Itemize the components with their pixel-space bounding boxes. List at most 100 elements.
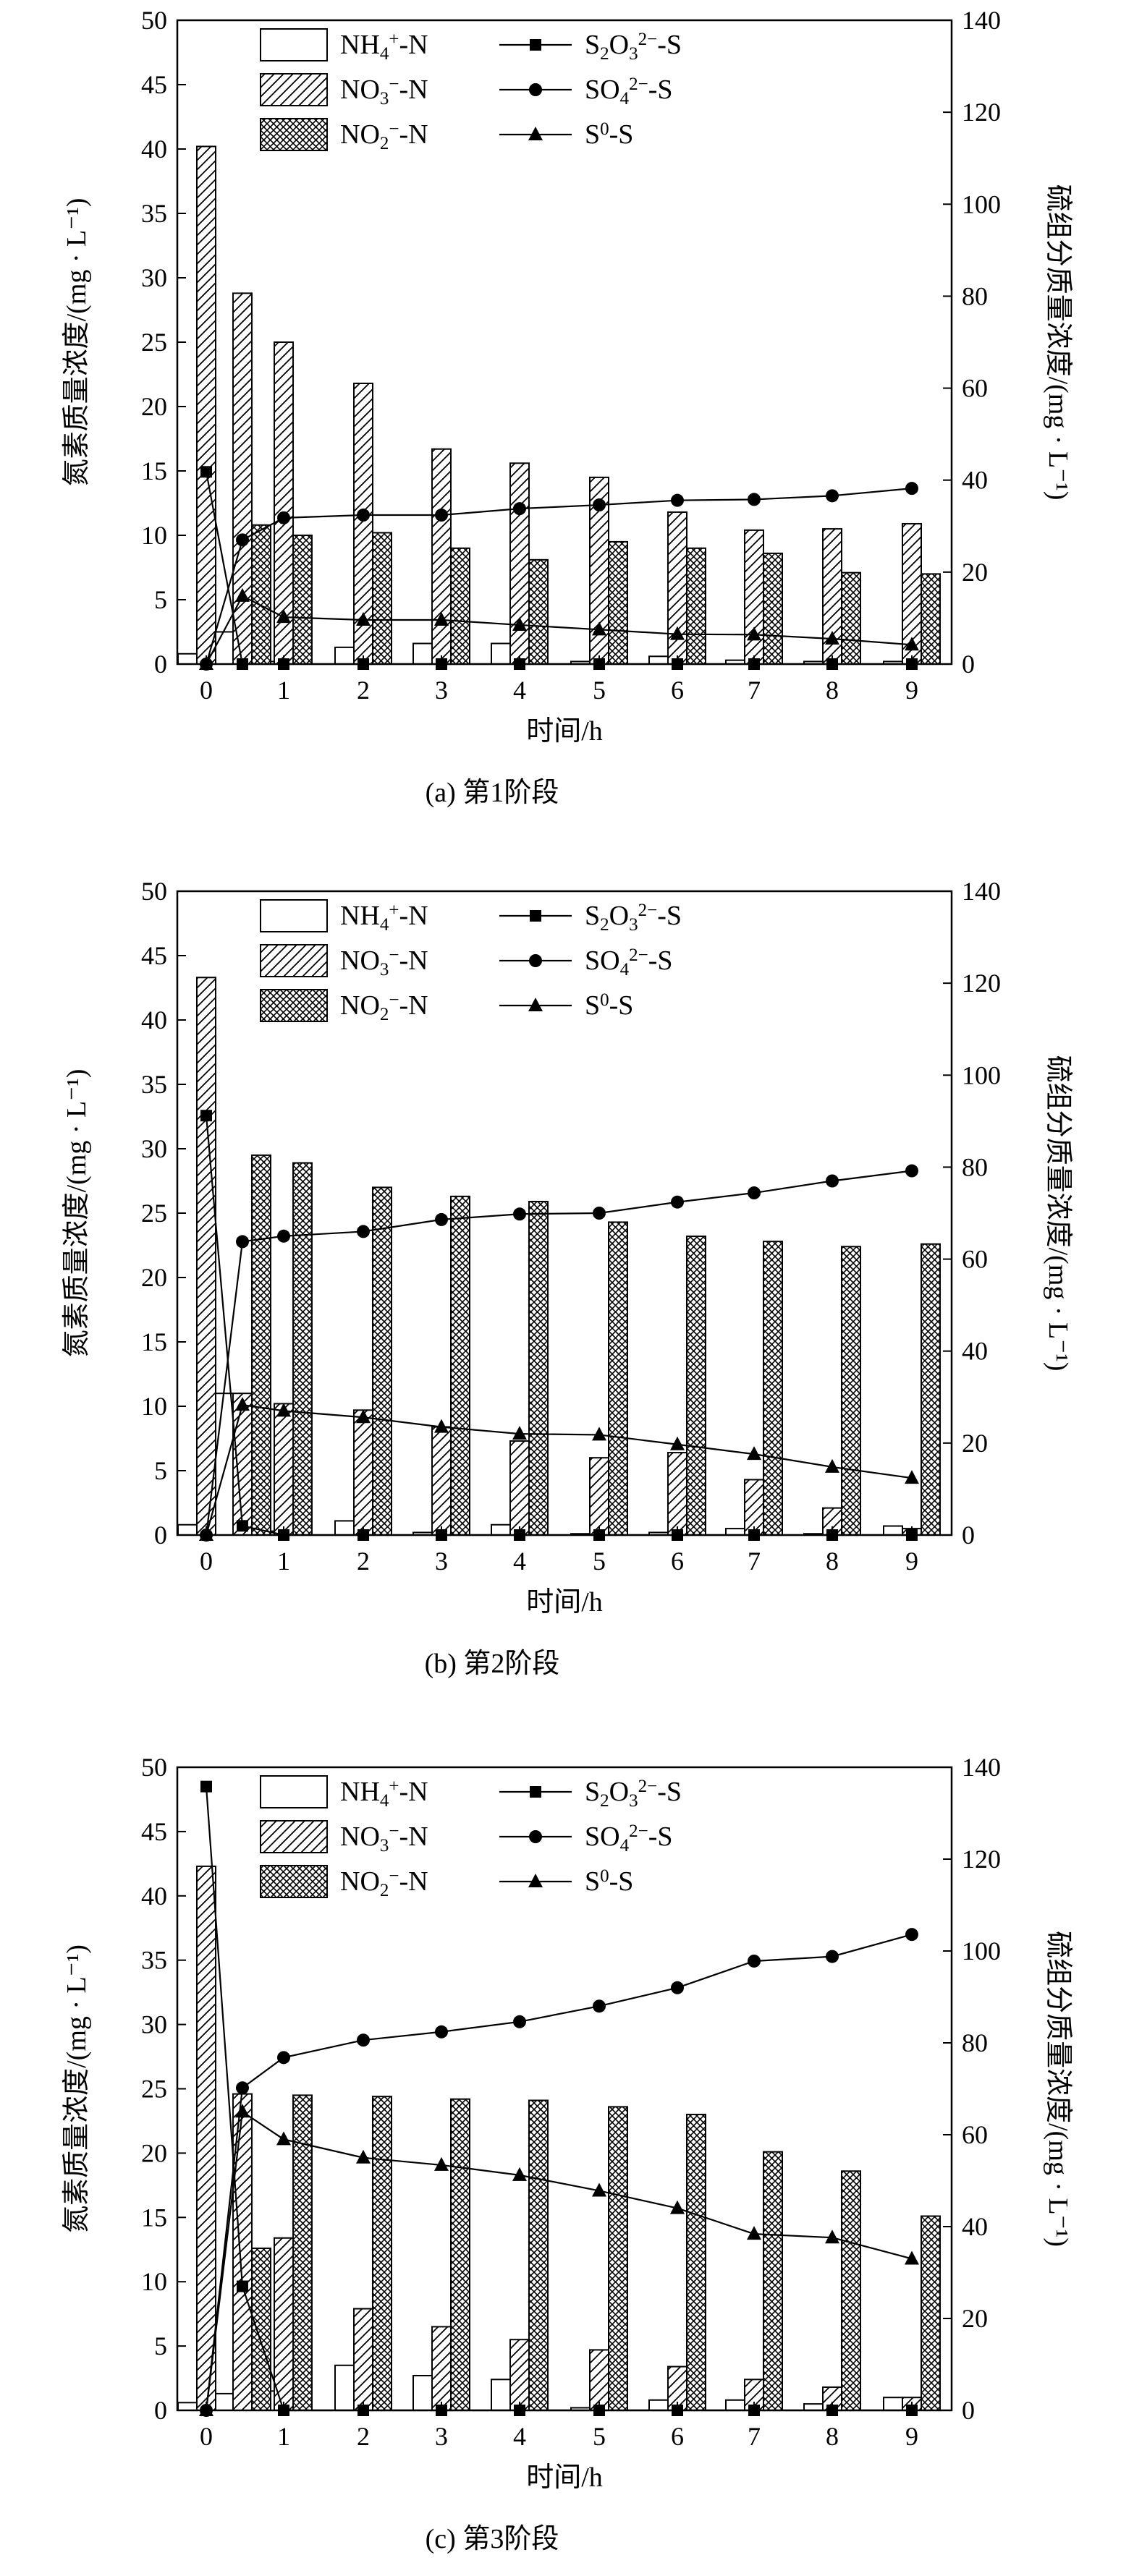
bar-empty [648,655,669,666]
y-tick-label: 35 [141,1946,167,1975]
bar-hatch [509,462,530,665]
y2-tick-label: 20 [962,1429,988,1458]
y-tick-label: 30 [141,1134,167,1163]
bar-cross [686,547,706,665]
y2-tick-label: 140 [962,877,1001,906]
bar-empty [491,2379,511,2411]
x-tick-label: 3 [435,1547,448,1576]
y2-tick-label: 80 [962,1152,988,1181]
y2-tick-label: 120 [962,1845,1001,1874]
point-circle [357,509,370,522]
y-tick-label: 15 [141,2203,167,2232]
x-tick-label: 0 [200,1547,213,1576]
y2-tick-label: 0 [962,2396,975,2425]
y-tick-label: 45 [141,1817,167,1846]
point-square [593,658,605,670]
point-triangle [434,611,449,626]
legend-label: NO2−-N [340,990,428,1024]
point-triangle [276,609,291,624]
point-square [200,1780,212,1793]
legend-label: S0-S [585,1866,633,1897]
bar-hatch [196,145,216,665]
point-circle [236,2081,249,2095]
point-square [514,2405,525,2416]
y-tick-label: 25 [141,2075,167,2104]
y-tick-label: 0 [154,2396,167,2425]
legend-marker-square [530,39,541,51]
y2-tick-label: 80 [962,2028,988,2057]
bar-hatch [744,529,764,665]
y-tick-label: 10 [141,521,167,550]
point-triangle [825,631,839,645]
bar-cross [608,2106,628,2412]
y2-tick-label: 120 [962,969,1001,998]
line-series [199,466,919,671]
x-axis-label: 时间/h [526,2462,603,2493]
bar-empty [648,2399,669,2411]
point-triangle [747,2226,761,2240]
legend-swatch-cross [260,989,328,1022]
chart-title: (a) 第1阶段 [426,778,559,808]
bars [177,145,941,666]
bars [177,977,941,1536]
point-circle [593,498,606,512]
point-square [200,466,212,478]
y-tick-label: 40 [141,1882,167,1910]
bar-empty [334,1520,355,1536]
bar-cross [608,540,628,666]
chart-title: (b) 第2阶段 [425,1649,560,1679]
bar-hatch [744,1479,764,1536]
bar-hatch [232,1393,253,1536]
legend-label: SO42−-S [585,75,672,109]
bar-cross [921,2215,941,2411]
point-triangle [199,2402,213,2416]
x-tick-label: 1 [277,2422,290,2451]
point-circle [748,1954,761,1968]
y-tick-label: 30 [141,263,167,292]
point-circle [593,1207,606,1220]
legend-label: NO2−-N [340,1866,428,1900]
y2-tick-label: 80 [962,281,988,310]
point-circle [671,1981,684,1994]
point-triangle [199,656,213,670]
point-square [357,658,369,670]
point-triangle [747,626,761,641]
legend-label: S2O32−-S [585,1777,682,1811]
x-tick-label: 9 [905,2422,918,2451]
bar-cross [841,1246,861,1536]
legend-swatch-cross [260,1865,328,1898]
legend-label: SO42−-S [585,1822,672,1856]
legend-label: S2O32−-S [585,901,682,935]
legend-swatch-empty [260,899,328,932]
y-tick-label: 20 [141,2138,167,2167]
point-circle [826,1950,839,1963]
bar-cross [372,2096,392,2411]
point-triangle [356,1409,371,1424]
bar-empty [213,1393,234,1536]
bar-hatch [667,1452,687,1536]
bar-hatch [274,1403,294,1536]
bar-cross [921,573,941,666]
point-square [906,2405,918,2416]
x-tick-label: 8 [826,676,839,705]
point-triangle [199,1527,213,1541]
point-circle [277,511,290,524]
bar-cross [763,552,783,665]
bar-hatch [353,1409,373,1536]
x-tick-label: 5 [593,2422,606,2451]
y-tick-label: 10 [141,1392,167,1421]
bar-empty [803,2403,824,2412]
y2-tick-label: 100 [962,1060,1001,1089]
point-square [672,2405,683,2416]
bar-hatch [589,2349,609,2412]
point-triangle [592,2182,606,2197]
point-square [278,658,289,670]
point-triangle [356,611,371,626]
legend-marker-triangle [528,1874,543,1887]
y-tick-label: 45 [141,70,167,99]
point-triangle [356,2149,371,2164]
point-triangle [905,1470,919,1484]
x-tick-label: 8 [826,2422,839,2451]
y2-tick-label: 40 [962,466,988,495]
